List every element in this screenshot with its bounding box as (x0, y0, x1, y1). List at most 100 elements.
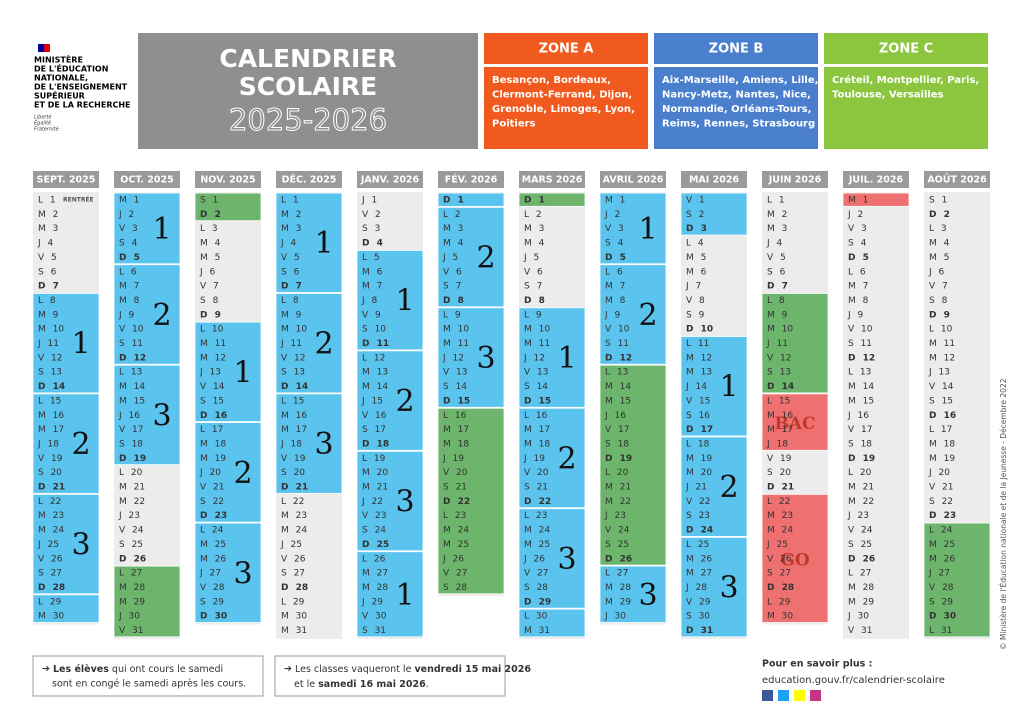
day: V 27 (524, 569, 548, 579)
day: J 11 (280, 339, 302, 349)
day: V 14 (929, 382, 954, 392)
day: S 1 (929, 196, 947, 206)
day: M 17 (281, 425, 307, 435)
day: L 3 (200, 224, 218, 234)
period-block (113, 264, 181, 365)
day: V 26 (38, 554, 63, 564)
zone-cities: Poitiers (492, 119, 536, 130)
day: L 15 (767, 396, 790, 406)
period-label: 1 (557, 341, 576, 376)
period-block (761, 393, 829, 451)
day: D 30 (200, 612, 227, 622)
day: S 8 (929, 296, 948, 306)
period-block (842, 192, 910, 207)
day: S 6 (38, 267, 57, 277)
facebook-icon[interactable] (762, 690, 773, 701)
day: S 17 (362, 425, 386, 435)
note-1: ➔ Les élèves qui ont cours le samedi (42, 664, 223, 675)
day: M 20 (362, 468, 388, 478)
day: D 23 (929, 511, 956, 521)
period-block (761, 293, 829, 394)
period-block (680, 336, 748, 437)
day: S 24 (362, 526, 386, 536)
zone-name: ZONE C (879, 42, 933, 57)
day: J 30 (118, 612, 140, 622)
period-block (113, 364, 181, 466)
day: M 12 (686, 353, 712, 363)
period-block (437, 307, 505, 408)
period-block (32, 493, 100, 595)
month-header (114, 171, 180, 188)
day: J 21 (685, 483, 707, 493)
day: L 19 (362, 454, 386, 464)
day: D 28 (281, 583, 308, 593)
day: J 27 (928, 569, 950, 579)
period-label: 1 (638, 212, 657, 247)
zone-header (484, 33, 648, 64)
day: M 8 (119, 296, 140, 306)
day: M 10 (767, 325, 793, 335)
note-bold: Les élèves (53, 664, 109, 675)
note-text: et le (294, 679, 318, 690)
day: L 27 (848, 569, 871, 579)
day: S 21 (443, 483, 467, 493)
day: M 13 (686, 368, 712, 378)
day: V 31 (119, 626, 143, 636)
day: L 29 (281, 597, 305, 607)
day: J 2 (847, 210, 863, 220)
period-block (923, 522, 991, 638)
day: S 15 (200, 396, 224, 406)
link[interactable]: education.gouv.fr/calendrier-scolaire (762, 675, 945, 686)
month-name: JANV. 2026 (360, 175, 420, 186)
day: J 7 (685, 282, 701, 292)
month-column (843, 192, 909, 639)
period-block (275, 192, 343, 293)
day: M 18 (443, 439, 469, 449)
day: S 16 (686, 411, 710, 421)
day: M 7 (362, 282, 382, 292)
day: S 13 (281, 368, 305, 378)
day: L 24 (929, 526, 953, 536)
motto: Liberté (34, 114, 52, 121)
day: L 10 (929, 325, 953, 335)
period-block (680, 537, 748, 638)
snapchat-icon[interactable] (794, 690, 805, 701)
day: L 8 (767, 296, 785, 306)
day: M 28 (362, 583, 388, 593)
period-block (32, 393, 100, 494)
day: S 14 (443, 382, 467, 392)
twitter-icon[interactable] (778, 690, 789, 701)
period-block (599, 565, 667, 623)
day: J 2 (604, 210, 620, 220)
month-name: FÉV. 2026 (445, 174, 498, 186)
day: D 14 (281, 382, 308, 392)
day: D 21 (38, 483, 65, 493)
zone-cities: Clermont-Ferrand, Dijon, (492, 90, 632, 101)
day: V 9 (362, 310, 381, 320)
day: M 2 (281, 210, 301, 220)
day: D 12 (119, 353, 146, 363)
day: V 7 (200, 282, 219, 292)
period-block (518, 407, 586, 509)
day: D 28 (38, 583, 65, 593)
day: S 22 (200, 497, 224, 507)
day: J 6 (928, 267, 945, 277)
day: M 4 (443, 239, 464, 249)
day: M 16 (767, 411, 793, 421)
period-block (194, 422, 262, 523)
day: J 14 (685, 382, 707, 392)
day: D 7 (38, 282, 59, 292)
day: M 7 (119, 282, 139, 292)
period-label: 1 (152, 212, 171, 247)
day: D 23 (200, 511, 227, 521)
day: M 3 (38, 224, 58, 234)
day: M 25 (443, 540, 469, 550)
period-block (113, 565, 181, 638)
period-block (518, 192, 586, 207)
period-label: 1 (314, 226, 333, 261)
day: M 5 (200, 253, 220, 263)
day: D 30 (929, 612, 956, 622)
day: M 14 (362, 382, 388, 392)
day: M 22 (119, 497, 145, 507)
instagram-icon[interactable] (810, 690, 821, 701)
